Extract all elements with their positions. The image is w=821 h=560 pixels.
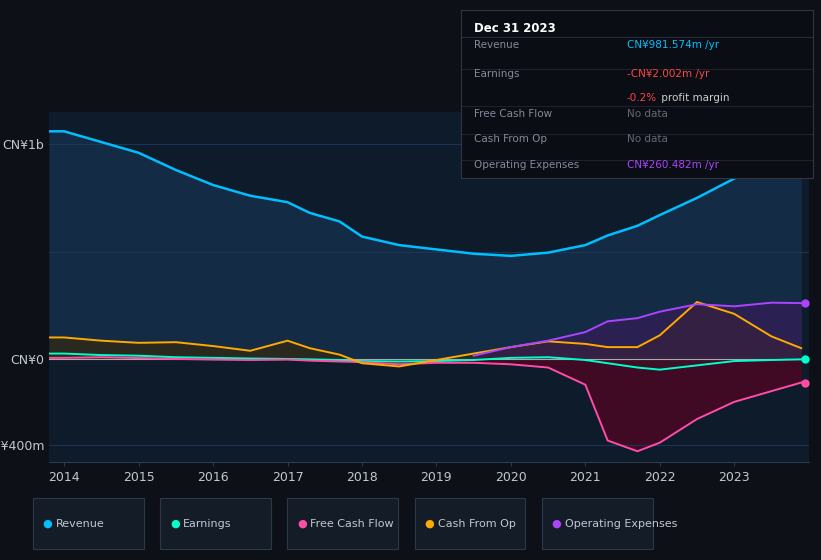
Text: -CN¥2.002m /yr: -CN¥2.002m /yr xyxy=(626,69,709,79)
Text: No data: No data xyxy=(626,109,667,119)
Text: Revenue: Revenue xyxy=(56,519,104,529)
Text: Earnings: Earnings xyxy=(474,69,519,79)
Text: Free Cash Flow: Free Cash Flow xyxy=(310,519,394,529)
Text: ●: ● xyxy=(170,519,180,529)
Text: Cash From Op: Cash From Op xyxy=(438,519,516,529)
Text: ●: ● xyxy=(297,519,307,529)
Text: No data: No data xyxy=(626,134,667,144)
Text: Free Cash Flow: Free Cash Flow xyxy=(474,109,552,119)
Text: Cash From Op: Cash From Op xyxy=(474,134,547,144)
Text: Revenue: Revenue xyxy=(474,40,519,50)
Text: CN¥260.482m /yr: CN¥260.482m /yr xyxy=(626,160,718,170)
Text: -0.2%: -0.2% xyxy=(626,94,657,103)
Text: profit margin: profit margin xyxy=(658,94,730,103)
Text: Earnings: Earnings xyxy=(183,519,232,529)
Text: Operating Expenses: Operating Expenses xyxy=(474,160,579,170)
Text: Operating Expenses: Operating Expenses xyxy=(565,519,677,529)
Text: CN¥981.574m /yr: CN¥981.574m /yr xyxy=(626,40,718,50)
Text: Dec 31 2023: Dec 31 2023 xyxy=(474,22,556,35)
Text: ●: ● xyxy=(43,519,53,529)
Text: ●: ● xyxy=(424,519,434,529)
Text: ●: ● xyxy=(552,519,562,529)
